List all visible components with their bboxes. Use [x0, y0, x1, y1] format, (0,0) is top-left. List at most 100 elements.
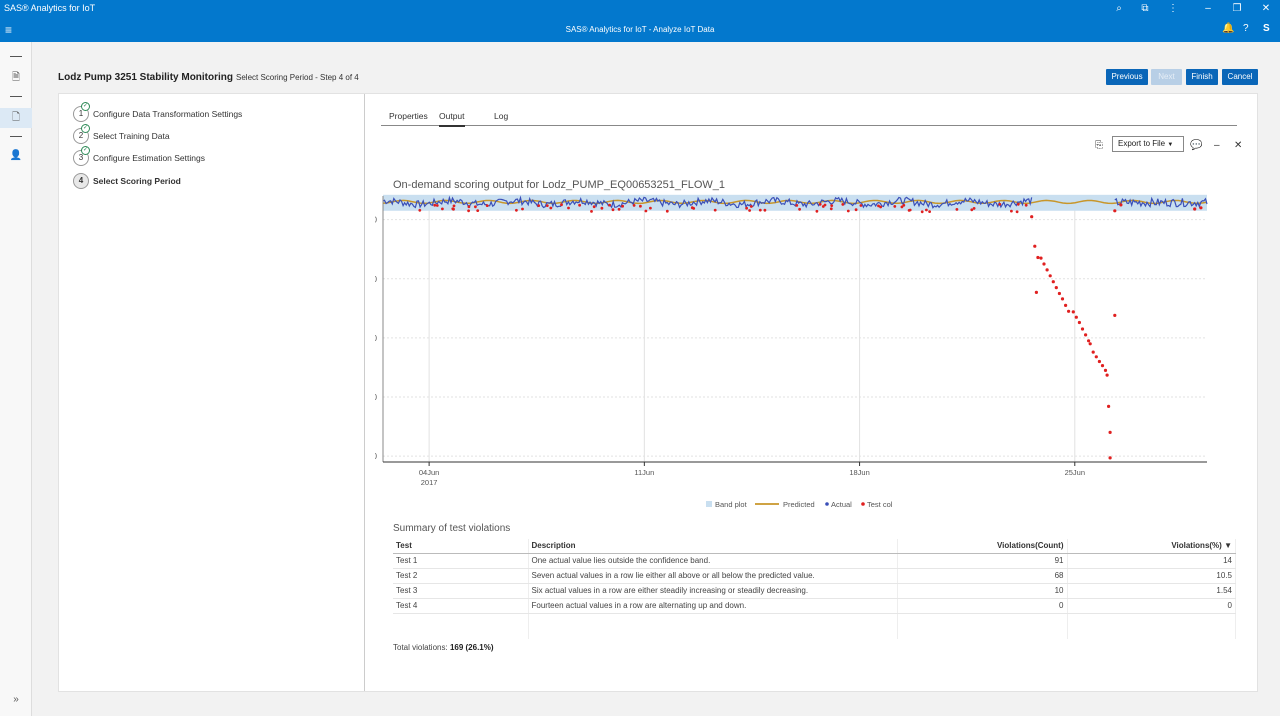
export-to-file-dropdown[interactable]: Export to File ▼	[1112, 136, 1184, 152]
test-point	[830, 204, 834, 207]
column-header-pct[interactable]: Violations(%) ▼	[1067, 539, 1236, 554]
document-icon[interactable]: 🗎	[11, 72, 21, 83]
predicted-line	[382, 199, 1208, 205]
table-row[interactable]: Test 4 Fourteen actual values in a row a…	[393, 598, 1236, 614]
help-icon[interactable]: ?	[1243, 23, 1249, 34]
minimize-icon[interactable]: –	[1205, 3, 1211, 14]
comment-icon[interactable]: 💬	[1190, 140, 1203, 151]
wizard-step-2[interactable]: 2 ✓ Select Training Data	[73, 124, 323, 144]
test-point	[452, 207, 455, 211]
test-point	[549, 206, 553, 210]
test-point	[649, 206, 652, 210]
table-row[interactable]: Test 2 Seven actual values in a row lie …	[393, 568, 1236, 584]
test-point	[1051, 280, 1055, 284]
table-row[interactable]: Test 1 One actual value lies outside the…	[393, 553, 1236, 569]
test-point	[621, 204, 624, 208]
test-point	[560, 203, 563, 207]
users-icon[interactable]: 👤	[9, 150, 23, 161]
actual-path	[1114, 196, 1208, 209]
analyze-page-icon[interactable]: 🗋	[0, 108, 32, 128]
previous-button[interactable]: Previous	[1106, 69, 1148, 85]
test-point	[1100, 364, 1105, 368]
test-point	[1016, 202, 1020, 206]
page-subtitle: Select Scoring Period - Step 4 of 4	[236, 73, 359, 82]
test-point	[1064, 303, 1068, 307]
tab-log[interactable]: Log	[494, 111, 509, 121]
wizard-step-4[interactable]: 4 Select Scoring Period	[73, 173, 323, 189]
test-col-series	[418, 202, 1203, 460]
legend-swatch	[825, 502, 829, 506]
test-point	[1193, 207, 1197, 211]
test-point	[1010, 209, 1013, 213]
finish-button[interactable]: Finish	[1186, 69, 1218, 85]
page-title: Lodz Pump 3251 Stability Monitoring	[58, 72, 234, 83]
test-point	[745, 206, 748, 210]
test-point	[476, 209, 480, 212]
user-avatar[interactable]: S	[1263, 23, 1270, 34]
column-header-description[interactable]: Description	[528, 539, 898, 554]
step-label: Select Training Data	[93, 131, 170, 141]
minimize-panel-icon[interactable]: –	[1214, 140, 1220, 151]
tab-properties[interactable]: Properties	[389, 111, 428, 121]
left-navigation-rail: 🗎 🗋 👤 »	[0, 42, 32, 716]
hamburger-icon[interactable]: ≡	[5, 23, 13, 37]
test-point	[1042, 262, 1046, 266]
step-label: Select Scoring Period	[93, 176, 181, 186]
close-panel-icon[interactable]: ✕	[1234, 140, 1243, 151]
cell-count: 91	[897, 553, 1068, 569]
test-point	[1048, 274, 1052, 278]
test-point	[907, 209, 911, 212]
total-label: Total violations:	[393, 643, 448, 652]
checkmark-icon: ✓	[81, 146, 90, 155]
x-tick-label: 18Jun	[849, 468, 869, 477]
cell-description: One actual value lies outside the confid…	[528, 553, 898, 569]
test-point	[441, 207, 444, 211]
filler-cell	[528, 613, 898, 639]
filler-cell	[897, 613, 1068, 639]
test-point	[1113, 209, 1117, 213]
search-icon[interactable]: ⌕	[1116, 3, 1122, 14]
test-point	[1060, 297, 1065, 301]
cell-pct: 14	[1067, 553, 1236, 569]
legend-label: Test col	[867, 500, 893, 509]
bookmark-icon[interactable]: ⎘	[1095, 140, 1103, 151]
app-header-title: SAS® Analytics for IoT - Analyze IoT Dat…	[565, 25, 715, 34]
test-point	[748, 209, 751, 212]
tab-output[interactable]: Output	[439, 111, 465, 127]
bell-icon[interactable]: 🔔	[1222, 23, 1235, 34]
y-tick-label: 90	[375, 275, 378, 284]
test-point	[665, 209, 669, 213]
test-point	[1091, 350, 1095, 354]
test-point	[841, 203, 845, 206]
column-header-test[interactable]: Test	[393, 539, 529, 554]
test-point	[1071, 310, 1075, 314]
table-row[interactable]: Test 3 Six actual values in a row are ei…	[393, 583, 1236, 599]
wizard-step-3[interactable]: 3 ✓ Configure Estimation Settings	[73, 146, 323, 166]
close-icon[interactable]: ✕	[1261, 3, 1271, 14]
window-titlebar: SAS® Analytics for IoT ⌕ ⧉ ⋮ – ❐ ✕	[0, 0, 1280, 18]
test-point	[1084, 333, 1088, 337]
test-point	[592, 205, 596, 209]
test-point	[1119, 203, 1123, 207]
total-violations: Total violations: 169 (26.1%)	[393, 643, 494, 652]
more-vertical-icon[interactable]: ⋮	[1168, 3, 1178, 14]
cell-description: Seven actual values in a row lie either …	[528, 568, 898, 584]
column-header-count[interactable]: Violations(Count)	[897, 539, 1068, 554]
extension-icon[interactable]: ⧉	[1141, 3, 1149, 14]
actual-path	[382, 195, 1033, 209]
chart-legend: Band plot Predicted Actual Test col	[706, 500, 893, 509]
test-point	[452, 204, 456, 208]
restore-icon[interactable]: ❐	[1232, 3, 1242, 14]
test-point	[1080, 327, 1085, 331]
cell-test: Test 4	[393, 598, 529, 614]
test-point	[632, 204, 636, 207]
test-point	[545, 204, 549, 207]
cell-pct: 10.5	[1067, 568, 1236, 584]
next-button[interactable]: Next	[1151, 69, 1182, 85]
cancel-button[interactable]: Cancel	[1222, 69, 1258, 85]
test-point	[1057, 291, 1061, 296]
expand-rail-icon[interactable]: »	[13, 694, 19, 705]
wizard-step-1[interactable]: 1 ✓ Configure Data Transformation Settin…	[73, 102, 323, 122]
panel-splitter[interactable]	[364, 94, 365, 691]
